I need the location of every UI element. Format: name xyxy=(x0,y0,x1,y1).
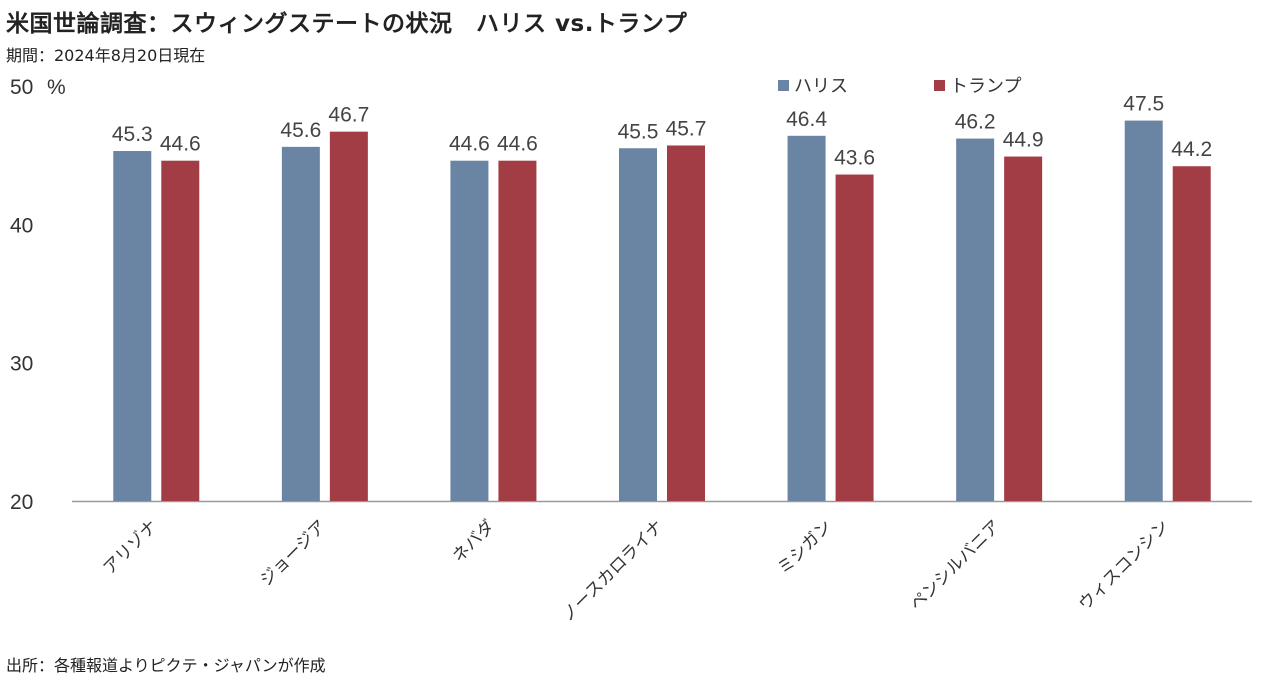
bar-trump xyxy=(498,160,537,501)
data-label: 45.3 xyxy=(112,123,153,146)
chart-title: 米国世論調査：スウィングステートの状況 ハリス vs.トランプ xyxy=(6,11,688,37)
legend-swatch-trump xyxy=(934,80,945,91)
source-note: 出所：各種報道よりピクテ・ジャパンが作成 xyxy=(6,656,326,675)
data-label: 45.6 xyxy=(280,119,321,142)
y-tick-label: 30 xyxy=(10,353,33,376)
data-label: 45.7 xyxy=(666,117,707,140)
data-label: 44.6 xyxy=(160,133,201,156)
bar-harris xyxy=(619,148,657,501)
bar-trump xyxy=(667,145,705,501)
bar-trump xyxy=(1004,156,1043,502)
data-label: 47.5 xyxy=(1123,93,1164,116)
bar-trump xyxy=(329,131,368,501)
bar-harris xyxy=(450,160,489,501)
bar-harris xyxy=(1124,120,1163,501)
y-tick-label: 50 xyxy=(10,76,33,99)
bar-trump xyxy=(1172,166,1211,501)
bar-harris xyxy=(787,135,826,502)
bar-trump xyxy=(835,174,874,502)
bar-harris xyxy=(281,146,320,501)
y-tick-label: 20 xyxy=(10,491,33,514)
bar-harris xyxy=(113,151,152,501)
y-tick-label: 40 xyxy=(10,214,33,237)
data-label: 46.7 xyxy=(328,104,369,127)
y-unit-label: % xyxy=(47,76,66,99)
data-label: 43.6 xyxy=(834,147,875,170)
data-label: 44.6 xyxy=(497,133,538,156)
category-label: ペンシルバニア xyxy=(906,516,1004,614)
legend-swatch-harris xyxy=(778,80,789,91)
legend-label-trump: トランプ xyxy=(950,76,1021,97)
bar-trump xyxy=(161,160,200,501)
category-label: ノースカロライナ xyxy=(558,516,667,625)
category-label: アリゾナ xyxy=(100,516,162,578)
category-label: ウィスコンシン xyxy=(1075,516,1173,614)
data-label: 44.9 xyxy=(1003,129,1044,152)
category-label: ネバダ xyxy=(449,516,499,566)
category-label: ジョージア xyxy=(256,516,330,590)
bar-harris xyxy=(956,138,995,502)
legend-label-harris: ハリス xyxy=(794,76,848,97)
chart-subtitle: 期間：2024年8月20日現在 xyxy=(6,46,206,65)
data-label: 44.6 xyxy=(449,133,490,156)
data-label: 44.2 xyxy=(1171,138,1212,161)
data-label: 46.4 xyxy=(786,108,827,131)
category-label: ミシガン xyxy=(774,516,836,578)
data-label: 45.5 xyxy=(618,120,659,143)
data-label: 46.2 xyxy=(955,111,996,134)
